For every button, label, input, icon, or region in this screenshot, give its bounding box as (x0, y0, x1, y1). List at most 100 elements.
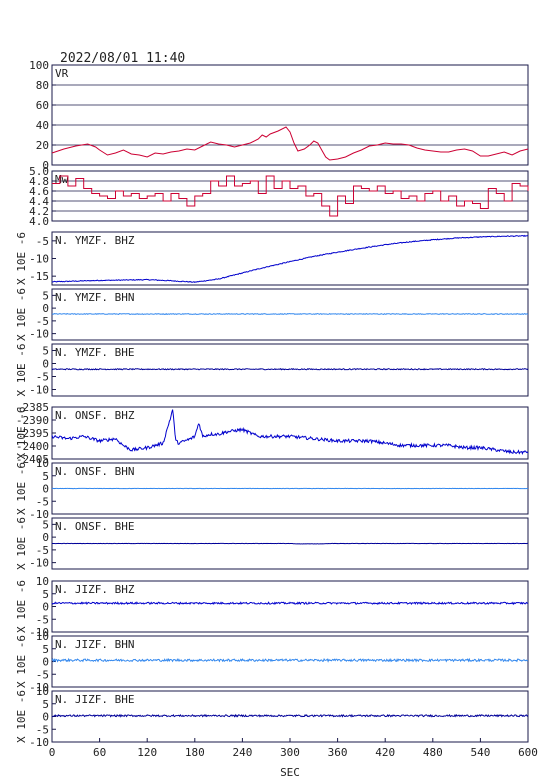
x-tick-label: 300 (280, 746, 300, 759)
trace-line (51, 234, 529, 284)
trace-line (51, 312, 529, 316)
y-axis-label: X 10E -6 (15, 407, 28, 460)
y-tick-label: -5 (36, 613, 49, 626)
channel-label: N. YMZF. BHE (55, 346, 134, 359)
channel-label: N. YMZF. BHZ (55, 234, 135, 247)
y-tick-label: -5 (36, 544, 49, 557)
y-tick-label: -2385 (16, 401, 49, 414)
y-tick-label: -5 (36, 371, 49, 384)
y-tick-label: -10 (29, 557, 49, 570)
y-tick-label: 10 (36, 575, 49, 588)
y-tick-label: -2390 (16, 414, 49, 427)
x-axis: 0 60 120 180 240 300 360 420 480 540 600 (49, 738, 538, 759)
panel-frame (51, 343, 529, 397)
panel: 0 20 40 60 80 100 VR (29, 59, 529, 172)
channel-label: N. ONSF. BHN (55, 465, 134, 478)
x-tick-label: 420 (375, 746, 395, 759)
trace-line (51, 126, 529, 161)
y-tick-label: -10 (29, 736, 49, 749)
y-tick-label: 10 (36, 457, 49, 470)
panel-frame (51, 288, 529, 341)
y-axis-label: X 10E -6 (15, 344, 28, 397)
y-tick-label: -10 (29, 253, 49, 266)
y-tick-label: 10 (36, 630, 49, 643)
channel-label: N. JIZF. BHZ (55, 583, 135, 596)
trace-line (51, 409, 529, 456)
y-tick-label: 5.0 (29, 165, 49, 178)
y-tick-label: 4.6 (29, 185, 49, 198)
x-axis-label: SEC (280, 766, 300, 779)
y-tick-label: 0 (42, 656, 49, 669)
y-tick-label: 4.8 (29, 175, 49, 188)
y-tick-label: -2395 (16, 427, 49, 440)
y-tick-label: -10 (29, 328, 49, 341)
x-tick-label: 0 (49, 746, 56, 759)
y-tick-label: -10 (29, 384, 49, 397)
channel-label: N. YMZF. BHN (55, 291, 134, 304)
y-tick-label: 0 (42, 531, 49, 544)
panel: 50-5-10X 10E -6 N. ONSF. BHE (15, 517, 529, 570)
channel-label: N. ONSF. BHZ (55, 409, 135, 422)
trace-line (51, 601, 529, 606)
y-axis-label: X 10E -6 (15, 690, 28, 743)
channel-label: Mw (55, 173, 69, 186)
y-tick-label: -5 (36, 315, 49, 328)
y-tick-label: 20 (36, 139, 49, 152)
y-tick-label: -10 (29, 626, 49, 639)
y-tick-label: 5 (42, 698, 49, 711)
y-tick-label: 0 (42, 159, 49, 172)
trace-line (51, 367, 529, 371)
x-tick-label: 480 (423, 746, 443, 759)
y-axis-label: X 10E -6 (15, 635, 28, 688)
trace-line (51, 713, 529, 718)
channel-label: N. JIZF. BHN (55, 638, 134, 651)
panel: 50-5-10X 10E -6 N. YMZF. BHN (15, 288, 529, 341)
x-tick-label: 120 (137, 746, 157, 759)
y-tick-label: 40 (36, 119, 49, 132)
y-tick-label: -5 (36, 723, 49, 736)
x-tick-label: 360 (328, 746, 348, 759)
y-tick-label: 80 (36, 79, 49, 92)
panel-frame (51, 170, 529, 222)
y-tick-label: 0 (42, 711, 49, 724)
panel-frame (51, 64, 529, 166)
y-axis-label: X 10E -6 (15, 288, 28, 341)
channel-label: N. ONSF. BHE (55, 520, 134, 533)
y-tick-label: 0 (42, 601, 49, 614)
panel: 4.04.24.44.64.85.0 Mw (29, 165, 529, 228)
y-tick-label: 5 (42, 643, 49, 656)
x-tick-label: 600 (518, 746, 538, 759)
y-tick-label: 4.2 (29, 205, 49, 218)
y-tick-label: -10 (29, 681, 49, 694)
y-tick-label: -5 (36, 668, 49, 681)
y-tick-label: 0 (42, 358, 49, 371)
y-tick-label: -2400 (16, 440, 49, 453)
channel-label: VR (55, 67, 69, 80)
y-tick-label: -5 (36, 235, 49, 248)
y-tick-label: -10 (29, 508, 49, 521)
trace-line (51, 657, 529, 663)
y-tick-label: 0 (42, 483, 49, 496)
y-tick-label: 4.4 (29, 195, 49, 208)
y-axis-label: X 10E -6 (15, 517, 28, 570)
y-tick-label: 4.0 (29, 215, 49, 228)
y-tick-label: 100 (29, 59, 49, 72)
y-axis-label: X 10E -6 (15, 580, 28, 633)
y-tick-label: -2405 (16, 453, 49, 466)
y-tick-label: 5 (42, 345, 49, 358)
y-tick-label: -15 (29, 270, 49, 283)
chart-title: 2022/08/01 11:40 (60, 51, 185, 66)
panels: 020406080100VR4.04.24.44.64.85.0Mw-5-10-… (15, 59, 529, 749)
trace-line (51, 542, 528, 545)
channel-label: N. JIZF. BHE (55, 693, 134, 706)
x-tick-label: 240 (232, 746, 252, 759)
y-tick-label: 5 (42, 588, 49, 601)
x-tick-label: 60 (93, 746, 106, 759)
panel: -5 -10 -15X 10E -6 N. YMZF. BHZ (15, 231, 529, 286)
trace-line (52, 175, 529, 217)
